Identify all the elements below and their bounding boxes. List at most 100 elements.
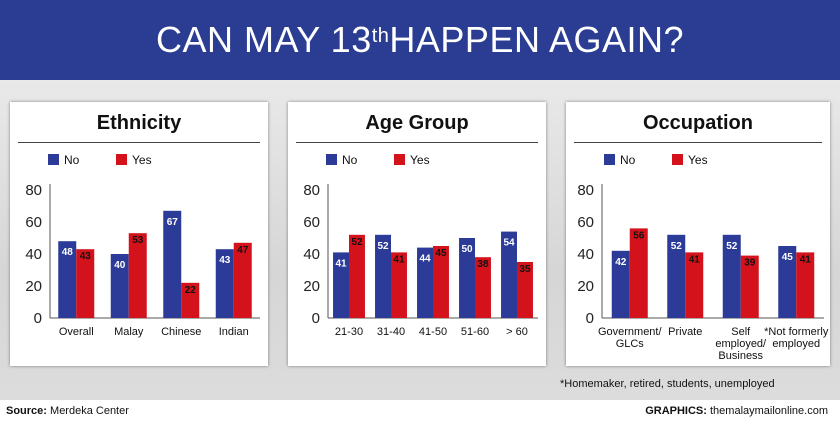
x-tick-label: employed/: [715, 338, 767, 350]
x-tick-label: employed: [772, 338, 820, 350]
credit-label: GRAPHICS:: [645, 405, 707, 417]
y-tick-label: 0: [312, 310, 320, 327]
y-tick-label: 80: [577, 182, 594, 199]
bar-yes: [128, 233, 147, 318]
bar-no: [215, 249, 234, 318]
footer: Source: Merdeka Center GRAPHICS: themala…: [0, 400, 840, 426]
age-group-chart: No Yes 0 20 40 60 80 41 52 21-30 52 41 31-40 44 45 41-5…: [303, 153, 538, 338]
occupation-chart-panel: Occupation No Yes 0 20 40 60 80 42 56 Government/…: [566, 102, 830, 366]
bar-no: [417, 247, 433, 318]
x-tick-label: Self: [731, 326, 751, 338]
legend-label-no: No: [342, 153, 358, 167]
legend-swatch-yes: [116, 154, 127, 165]
data-label-yes: 35: [519, 264, 531, 275]
x-tick-label: Government/: [598, 326, 663, 338]
title-divider: [574, 142, 822, 143]
y-tick-label: 60: [303, 214, 320, 231]
data-label-yes: 53: [132, 235, 144, 246]
data-label-yes: 38: [477, 259, 489, 270]
ethnicity-chart: No Yes 0 20 40 60 80 48 43 Overall 40 53 Malay 67 22 Ch…: [25, 153, 260, 338]
x-tick-label: Private: [668, 326, 702, 338]
title-text-pre: CAN MAY 13: [155, 19, 372, 60]
y-tick-label: 40: [25, 246, 42, 263]
legend-label-yes: Yes: [688, 153, 708, 167]
legend-label-no: No: [64, 153, 80, 167]
bar-no: [333, 252, 349, 318]
data-label-no: 52: [377, 241, 389, 252]
x-tick-label: 21-30: [335, 326, 363, 338]
x-tick-label: GLCs: [616, 338, 645, 350]
y-tick-label: 60: [577, 214, 594, 231]
data-label-no: 54: [503, 238, 515, 249]
data-label-no: 43: [219, 255, 231, 266]
source-credit: Source: Merdeka Center: [6, 405, 129, 417]
y-tick-label: 0: [34, 310, 42, 327]
bar-no: [163, 210, 182, 318]
y-tick-label: 60: [25, 214, 42, 231]
data-label-yes: 52: [351, 237, 363, 248]
bar-no: [459, 238, 475, 318]
bar-yes: [76, 249, 95, 318]
bar-yes: [685, 252, 704, 318]
bar-yes: [740, 255, 759, 318]
data-label-yes: 41: [689, 254, 701, 265]
y-tick-label: 0: [586, 310, 594, 327]
legend-swatch-yes: [394, 154, 405, 165]
bar-no: [58, 241, 77, 318]
data-label-yes: 41: [393, 254, 405, 265]
data-label-no: 50: [461, 244, 473, 255]
bar-no: [501, 231, 517, 318]
chart-title: Occupation: [642, 112, 753, 134]
data-label-yes: 41: [800, 254, 812, 265]
data-label-no: 52: [726, 241, 738, 252]
title-divider: [18, 142, 260, 143]
y-tick-label: 20: [577, 278, 594, 295]
data-label-no: 40: [114, 260, 126, 271]
data-label-no: 52: [671, 241, 683, 252]
graphics-credit: GRAPHICS: themalaymailonline.com: [645, 405, 828, 417]
x-tick-label: Chinese: [161, 326, 201, 338]
x-tick-label: 41-50: [419, 326, 447, 338]
bar-yes: [475, 257, 491, 318]
y-tick-label: 80: [25, 182, 42, 199]
footnote: *Homemaker, retired, students, unemploye…: [560, 378, 775, 390]
bar-yes: [233, 242, 252, 318]
x-tick-label: Malay: [114, 326, 144, 338]
ethnicity-chart-panel: Ethnicity No Yes 0 20 40 60 80 48 43 Overall 40 53 M…: [10, 102, 268, 366]
x-tick-label: Business: [718, 350, 763, 362]
y-tick-label: 20: [303, 278, 320, 295]
y-tick-label: 80: [303, 182, 320, 199]
bar-yes: [796, 252, 815, 318]
bar-no: [778, 246, 797, 318]
source-value: Merdeka Center: [46, 405, 129, 417]
x-tick-label: > 60: [506, 326, 528, 338]
legend-swatch-no: [48, 154, 59, 165]
data-label-no: 67: [167, 217, 179, 228]
data-label-yes: 47: [237, 245, 249, 256]
y-tick-label: 40: [577, 246, 594, 263]
occupation-chart: No Yes 0 20 40 60 80 42 56 Government/GLCs 52 41 Pri…: [577, 153, 829, 362]
x-tick-label: Indian: [219, 326, 249, 338]
bar-no: [110, 254, 129, 318]
title-divider: [296, 142, 538, 143]
x-tick-label: 51-60: [461, 326, 489, 338]
bar-yes: [349, 234, 365, 318]
credit-value: themalaymailonline.com: [706, 405, 828, 417]
title-text-sup: th: [371, 24, 390, 47]
data-label-no: 41: [335, 258, 347, 269]
data-label-yes: 43: [80, 251, 92, 262]
title-text-post: HAPPEN AGAIN?: [389, 19, 685, 60]
chart-title: Ethnicity: [96, 112, 182, 134]
legend-label-yes: Yes: [410, 153, 430, 167]
y-tick-label: 40: [303, 246, 320, 263]
bar-yes: [181, 282, 200, 318]
bar-no: [722, 234, 741, 318]
age-group-chart-panel: Age Group No Yes 0 20 40 60 80 41 52 21-30 52 41 31-…: [288, 102, 546, 366]
bar-yes: [433, 246, 449, 318]
source-label: Source:: [6, 405, 47, 417]
data-label-no: 44: [419, 254, 431, 265]
bar-yes: [391, 252, 407, 318]
y-tick-label: 20: [25, 278, 42, 295]
x-tick-label: *Not formerly: [764, 326, 829, 338]
